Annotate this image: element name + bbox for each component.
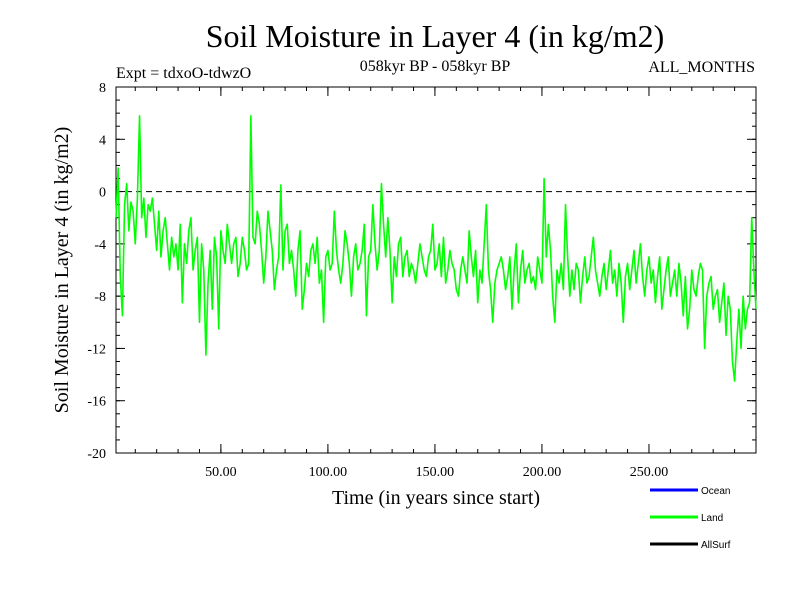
- series-line-land: [115, 114, 757, 382]
- x-tick-label: 250.00: [630, 465, 669, 480]
- y-tick-label: 0: [99, 186, 106, 201]
- y-axis-ticks: 8 4 0 -4 -8 -12 -16 -20: [87, 81, 756, 462]
- x-tick-label: 50.00: [205, 465, 237, 480]
- y-tick-label: -8: [94, 290, 106, 305]
- y-tick-label: -4: [94, 238, 106, 253]
- x-tick-label: 200.00: [523, 465, 562, 480]
- legend: Ocean Land AllSurf: [650, 486, 731, 551]
- period-label: 058kyr BP - 058kyr BP: [360, 58, 511, 75]
- months-label: ALL_MONTHS: [648, 59, 755, 76]
- y-tick-label: -16: [87, 395, 106, 410]
- legend-label-allsurf: AllSurf: [701, 540, 731, 551]
- y-tick-label: -20: [87, 447, 106, 462]
- series-layer: [115, 114, 757, 382]
- legend-label-ocean: Ocean: [701, 486, 730, 497]
- legend-label-land: Land: [701, 513, 723, 524]
- y-axis-label: Soil Moisture in Layer 4 (in kg/m2): [51, 127, 73, 414]
- x-tick-label: 100.00: [309, 465, 348, 480]
- x-tick-label: 150.00: [416, 465, 455, 480]
- chart-title: Soil Moisture in Layer 4 (in kg/m2): [206, 18, 665, 54]
- y-tick-label: 8: [99, 81, 106, 96]
- x-axis-ticks: 50.00 100.00 150.00 200.00 250.00: [205, 87, 668, 480]
- x-axis-label: Time (in years since start): [332, 487, 540, 509]
- y-tick-label: 4: [99, 133, 106, 148]
- y-tick-label: -12: [87, 342, 106, 357]
- experiment-label: Expt = tdxoO-tdwzO: [116, 65, 251, 82]
